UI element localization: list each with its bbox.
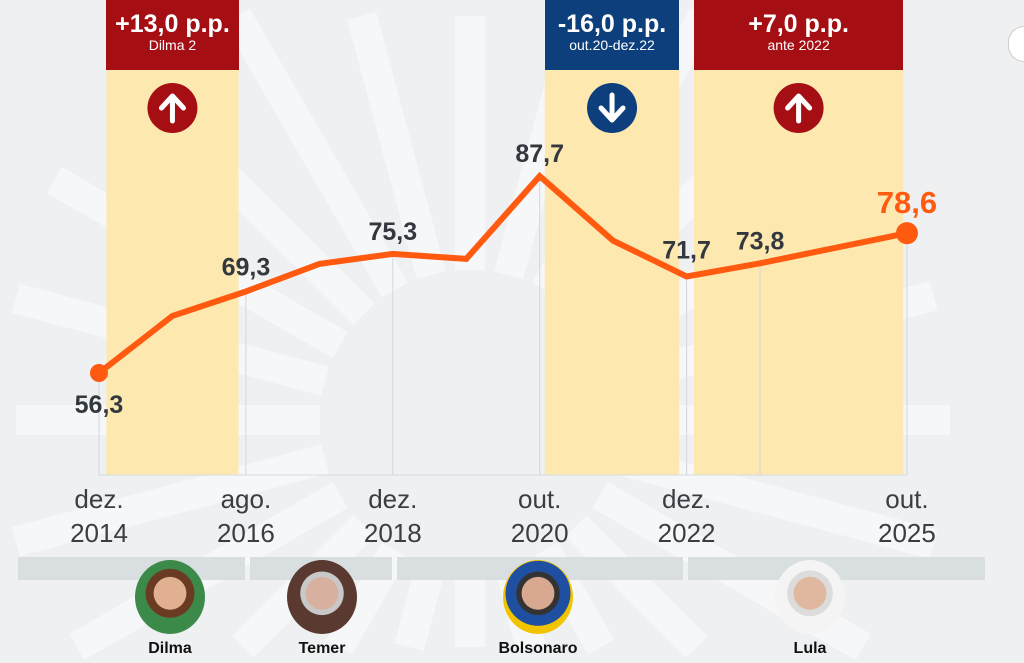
data-label: 56,3 bbox=[75, 391, 124, 419]
period-change-header: +13,0 p.p. Dilma 2 bbox=[106, 0, 239, 70]
period-label: out.20-dez.22 bbox=[569, 37, 655, 53]
dilma-photo bbox=[135, 560, 205, 634]
data-point bbox=[90, 364, 108, 382]
data-label: 75,3 bbox=[368, 218, 417, 246]
x-tick-label: dez. 2018 bbox=[363, 484, 422, 548]
president-temer: Temer bbox=[267, 560, 377, 658]
president-name: Temer bbox=[298, 640, 346, 657]
series-line bbox=[97, 171, 908, 376]
president-lula: Lula bbox=[755, 560, 865, 658]
period-label: ante 2022 bbox=[767, 37, 830, 53]
data-label: 87,7 bbox=[515, 140, 564, 168]
highlight-band bbox=[544, 70, 680, 475]
president-bolsonaro: Bolsonaro bbox=[483, 560, 593, 658]
background-ray bbox=[347, 12, 446, 279]
x-tick-label: out. 2025 bbox=[878, 484, 936, 548]
data-point bbox=[895, 222, 918, 245]
highlight-band bbox=[693, 70, 904, 475]
background-ray bbox=[12, 444, 329, 557]
temer-photo bbox=[287, 560, 357, 634]
data-label: 78,6 bbox=[877, 185, 937, 220]
arrow-glyph bbox=[598, 92, 626, 123]
arrow-glyph bbox=[158, 93, 186, 124]
president-dilma: Dilma bbox=[115, 560, 225, 658]
arrow-glyph bbox=[785, 93, 813, 124]
background-ray bbox=[565, 515, 708, 658]
data-label: 71,7 bbox=[662, 236, 711, 264]
background-ray bbox=[223, 8, 408, 298]
term-bar-lula bbox=[688, 557, 985, 580]
president-name: Lula bbox=[793, 640, 827, 657]
president-name: Dilma bbox=[148, 640, 192, 657]
change-value: +13,0 p.p. bbox=[115, 10, 230, 38]
data-label: 73,8 bbox=[736, 227, 785, 255]
x-tick-label: ago. 2016 bbox=[216, 484, 275, 548]
period-label: Dilma 2 bbox=[148, 37, 197, 53]
period-change-header: -16,0 p.p. out.20-dez.22 bbox=[544, 0, 680, 70]
x-tick-label: out. 2020 bbox=[510, 484, 569, 548]
x-tick-label: dez. 2022 bbox=[657, 484, 716, 548]
x-tick-label: dez. 2014 bbox=[70, 484, 128, 548]
highlight-band bbox=[106, 70, 239, 475]
president-name: Bolsonaro bbox=[498, 640, 578, 657]
lula-photo bbox=[775, 560, 845, 634]
change-value: -16,0 p.p. bbox=[557, 10, 667, 38]
bolsonaro-photo bbox=[503, 560, 573, 634]
data-label: 69,3 bbox=[222, 253, 271, 281]
period-change-header: +7,0 p.p. ante 2022 bbox=[693, 0, 904, 70]
change-value: +7,0 p.p. bbox=[748, 10, 849, 38]
